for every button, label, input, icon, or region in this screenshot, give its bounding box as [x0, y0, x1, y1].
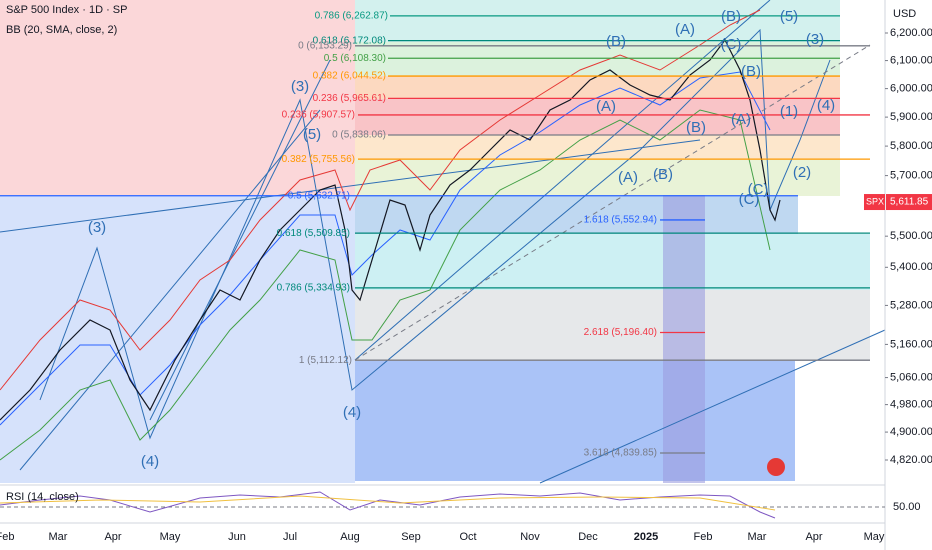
price-tick-label: 5,700.00 — [890, 170, 932, 182]
price-tick-label: 4,980.00 — [890, 399, 932, 411]
wave-label: (C) — [721, 36, 742, 53]
zone — [355, 159, 840, 196]
time-label: Dec — [578, 531, 598, 543]
fib-label: 0 (6,153.29) — [298, 40, 352, 51]
symbol-badge — [864, 194, 885, 211]
zone — [0, 0, 355, 195]
fib-label: 0.618 (5,509.85) — [277, 228, 350, 239]
fib-label: 3.618 (4,839.85) — [584, 448, 657, 459]
flag-icon[interactable] — [767, 458, 785, 476]
zone — [355, 99, 840, 135]
rsi-line — [0, 491, 776, 519]
fib-label: 0.5 (6,108.30) — [324, 53, 386, 64]
zone — [355, 234, 870, 290]
price-tick-label: 5,160.00 — [890, 338, 932, 350]
wave-label: (B) — [721, 8, 741, 25]
time-label: Jun — [228, 531, 246, 543]
price — [0, 38, 781, 421]
fib-label: 0.618 (6,172.08) — [313, 35, 386, 46]
zone — [355, 290, 870, 361]
indicator-label: BB (20, SMA, close, 2) — [6, 24, 117, 36]
zone — [355, 42, 840, 76]
wave-label: (B) — [606, 33, 626, 50]
wave-label: (5) — [780, 8, 798, 25]
time-label: May — [864, 531, 885, 543]
wave-label: (B) — [686, 119, 706, 136]
rsi-ma — [0, 495, 776, 511]
last-price-badge — [886, 194, 932, 211]
rsi-level: 50.00 — [893, 501, 921, 513]
price-tick-label: 5,060.00 — [890, 371, 932, 383]
wave-label: (C) — [748, 181, 769, 198]
price-axis — [885, 0, 932, 550]
fib-label: 0.786 (6,262.87) — [315, 11, 388, 22]
price-tick-label: 4,820.00 — [890, 454, 932, 466]
price-tick-label: 4,900.00 — [890, 426, 932, 438]
time-label: Apr — [104, 531, 121, 543]
time-label: Oct — [459, 531, 476, 543]
wave-label: (B) — [741, 63, 761, 80]
time-label: Nov — [520, 531, 540, 543]
zone — [663, 195, 705, 483]
wave-label: (5) — [303, 126, 321, 143]
fib-label: 0 (5,838.06) — [332, 130, 386, 141]
wave-label: (3) — [806, 31, 824, 48]
bb-upper — [0, 9, 761, 391]
symbol-label: SPX — [866, 196, 884, 206]
fib-label: 0.236 (5,965.61) — [313, 93, 386, 104]
fib-label: 0.382 (6,044.52) — [313, 71, 386, 82]
chart-title: S&P 500 Index · 1D · SP — [6, 4, 127, 16]
wave-label: (4) — [817, 97, 835, 114]
fib-label: 0.236 (5,907.57) — [282, 110, 355, 121]
wave-label: (B) — [653, 166, 673, 183]
wave-label: (4) — [343, 404, 361, 421]
wave-label: (A) — [596, 98, 616, 115]
zone — [355, 196, 798, 234]
price-tick-label: 6,100.00 — [890, 54, 932, 66]
time-label: Apr — [805, 531, 822, 543]
price-tick-label: 6,000.00 — [890, 83, 932, 95]
time-label: Aug — [340, 531, 360, 543]
price-tick-label: 5,280.00 — [890, 299, 932, 311]
time-label: Feb — [0, 531, 14, 543]
time-label: Jul — [283, 531, 297, 543]
zone — [355, 0, 840, 42]
time-label: May — [160, 531, 181, 543]
wave-label: (A) — [618, 169, 638, 186]
fib-label: 2.618 (5,196.40) — [584, 327, 657, 338]
fib-label: 1.618 (5,552.94) — [584, 215, 657, 226]
wave-label: (A) — [675, 21, 695, 38]
trend-lines — [0, 0, 886, 484]
wave-label: (2) — [793, 164, 811, 181]
fib-label: 0.382 (5,755.56) — [282, 154, 355, 165]
rsi-title: RSI (14, close) — [6, 491, 79, 503]
fib-label: 0.786 (5,334.93) — [277, 282, 350, 293]
axis-unit: USD — [893, 8, 916, 20]
wave-label: (3) — [291, 78, 309, 95]
wave-label: (A) — [731, 111, 751, 128]
wave-label: (1) — [780, 103, 798, 120]
price-tick-label: 5,900.00 — [890, 111, 932, 123]
zone — [355, 76, 840, 99]
wave-label: (C) — [739, 191, 760, 208]
time-label: Mar — [748, 531, 767, 543]
time-label: Mar — [49, 531, 68, 543]
price-tick-label: 6,200.00 — [890, 27, 932, 39]
wave-label: (3) — [88, 219, 106, 236]
zone — [0, 195, 355, 483]
time-label: 2025 — [634, 531, 658, 543]
price-tick-label: 5,800.00 — [890, 140, 932, 152]
price-tick-label: 5,500.00 — [890, 230, 932, 242]
zone — [355, 361, 795, 481]
bb-lower — [0, 109, 771, 461]
price-tick-label: 5,400.00 — [890, 261, 932, 273]
time-label: Sep — [401, 531, 421, 543]
last-price-label: 5,611.85 — [890, 197, 929, 208]
wave-label: (4) — [141, 453, 159, 470]
time-label: Feb — [694, 531, 713, 543]
fib-label: 0.5 (5,632.71) — [288, 190, 350, 201]
fib-label: 1 (5,112.12) — [299, 355, 352, 366]
